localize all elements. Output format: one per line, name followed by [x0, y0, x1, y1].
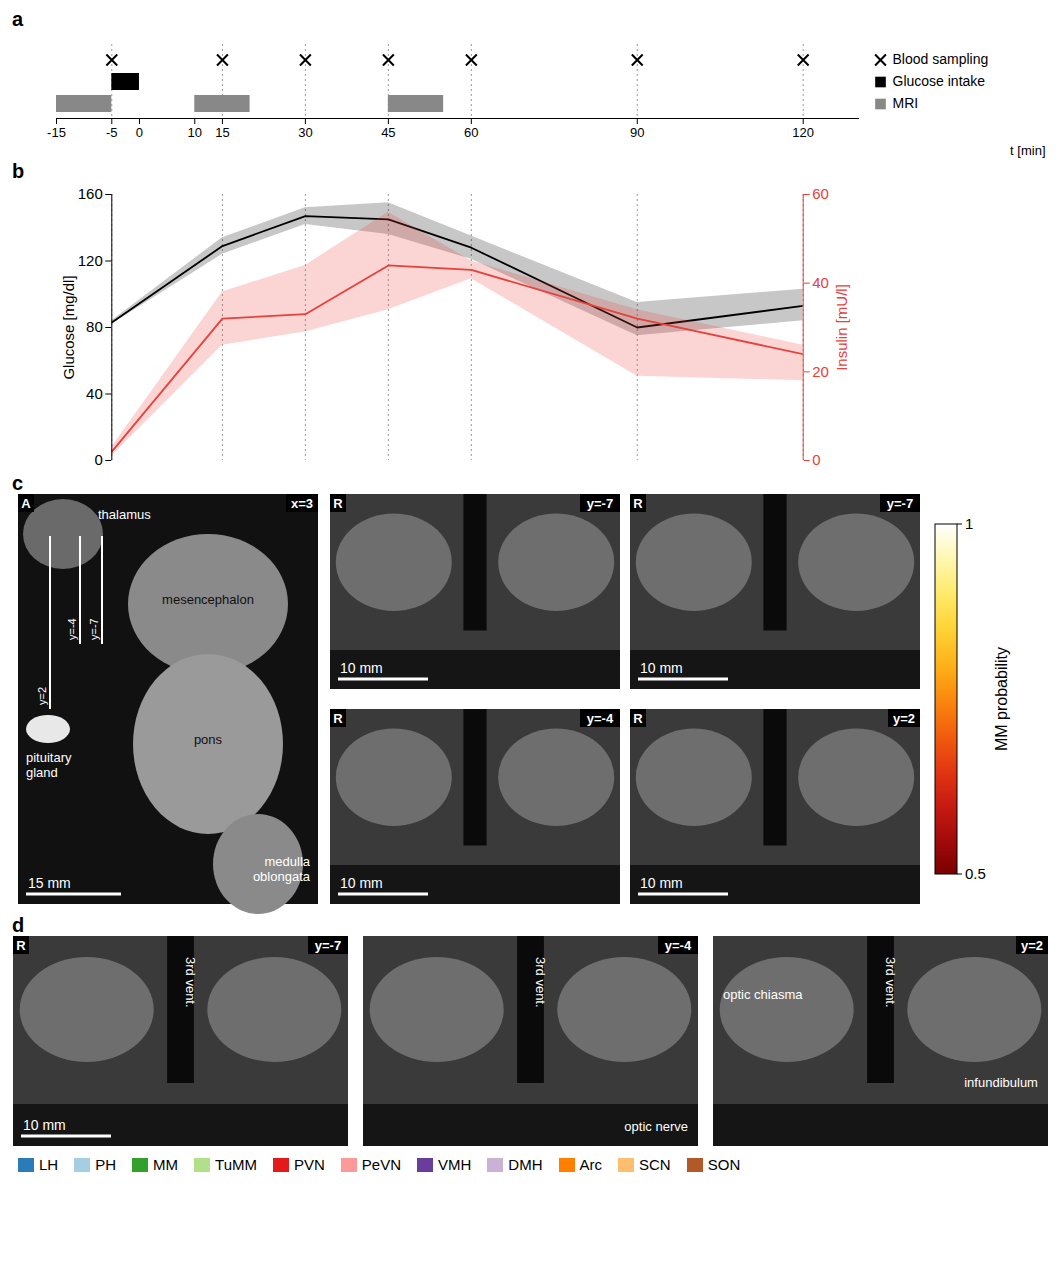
svg-text:R: R [633, 711, 643, 726]
svg-text:R: R [333, 711, 343, 726]
svg-text:10 mm: 10 mm [340, 875, 383, 891]
svg-text:0.5: 0.5 [965, 865, 986, 882]
svg-text:y=-7: y=-7 [887, 496, 913, 511]
svg-text:40: 40 [812, 274, 829, 291]
html-text:DMH: DMH [508, 1155, 543, 1173]
svg-text:30: 30 [298, 125, 312, 140]
html-text:PH: PH [95, 1155, 116, 1173]
html-text:a: a [12, 8, 24, 30]
html-text:LH: LH [39, 1155, 59, 1173]
svg-text:60: 60 [464, 125, 478, 140]
svg-text:10 mm: 10 mm [23, 1117, 66, 1133]
svg-text:40: 40 [86, 385, 103, 402]
svg-text:A: A [21, 496, 31, 511]
svg-text:Glucose [mg/dl]: Glucose [mg/dl] [60, 275, 77, 379]
svg-text:0: 0 [812, 451, 820, 468]
svg-text:120: 120 [78, 252, 103, 269]
svg-text:-5: -5 [106, 125, 118, 140]
svg-text:y=-4: y=-4 [587, 711, 614, 726]
svg-text:MRI: MRI [893, 95, 919, 111]
svg-text:mesencephalon: mesencephalon [162, 592, 254, 607]
svg-text:optic chiasma: optic chiasma [723, 987, 803, 1002]
svg-text:80: 80 [86, 318, 103, 335]
svg-text:medullaoblongata: medullaoblongata [253, 854, 311, 884]
svg-text:20: 20 [812, 363, 829, 380]
svg-text:R: R [333, 496, 343, 511]
html-text:MM: MM [153, 1155, 178, 1173]
svg-text:-15: -15 [47, 125, 66, 140]
html-text:d: d [12, 914, 25, 936]
svg-text:1: 1 [965, 515, 973, 532]
svg-text:y=2: y=2 [1021, 938, 1043, 953]
svg-text:y=2: y=2 [36, 687, 48, 705]
svg-text:3rd vent.: 3rd vent. [183, 957, 198, 1008]
svg-text:R: R [16, 938, 26, 953]
svg-text:Glucose intake: Glucose intake [893, 73, 986, 89]
html-text:PVN: PVN [294, 1155, 325, 1173]
svg-text:10 mm: 10 mm [640, 660, 683, 676]
svg-text:0: 0 [136, 125, 143, 140]
svg-text:15: 15 [215, 125, 229, 140]
svg-text:t [min]: t [min] [1010, 143, 1045, 158]
svg-text:3rd vent.: 3rd vent. [533, 957, 548, 1008]
html-text:b: b [12, 160, 25, 182]
svg-text:120: 120 [792, 125, 814, 140]
svg-text:y=-7: y=-7 [315, 938, 341, 953]
html-text:PeVN: PeVN [361, 1155, 401, 1173]
svg-text:infundibulum: infundibulum [964, 1075, 1038, 1090]
svg-text:45: 45 [381, 125, 395, 140]
html-text:c: c [12, 472, 24, 494]
svg-text:x=3: x=3 [291, 496, 313, 511]
html-text:VMH: VMH [438, 1155, 472, 1173]
svg-text:10 mm: 10 mm [340, 660, 383, 676]
svg-text:pons: pons [194, 732, 223, 747]
svg-text:60: 60 [812, 185, 829, 202]
svg-text:Insulin [mU/l]: Insulin [mU/l] [833, 284, 850, 371]
svg-text:10: 10 [188, 125, 202, 140]
html-text:Arc: Arc [579, 1155, 602, 1173]
svg-text:0: 0 [94, 451, 102, 468]
svg-text:MM probability: MM probability [993, 647, 1010, 751]
svg-text:y=2: y=2 [893, 711, 915, 726]
svg-text:15 mm: 15 mm [28, 875, 71, 891]
svg-text:10 mm: 10 mm [640, 875, 683, 891]
svg-text:y=-7: y=-7 [587, 496, 613, 511]
svg-text:y=-4: y=-4 [66, 618, 78, 640]
svg-text:90: 90 [630, 125, 644, 140]
svg-text:R: R [633, 496, 643, 511]
html-text:SCN: SCN [639, 1155, 671, 1173]
svg-text:pituitarygland: pituitarygland [26, 750, 72, 780]
svg-text:thalamus: thalamus [98, 507, 151, 522]
svg-text:Blood sampling: Blood sampling [893, 51, 989, 67]
html-text:TuMM: TuMM [215, 1155, 257, 1173]
html-text:SON: SON [707, 1155, 741, 1173]
svg-text:160: 160 [78, 185, 103, 202]
svg-text:3rd vent.: 3rd vent. [883, 957, 898, 1008]
svg-text:y=-7: y=-7 [88, 618, 100, 640]
svg-text:optic nerve: optic nerve [624, 1119, 688, 1134]
svg-text:y=-4: y=-4 [665, 938, 692, 953]
